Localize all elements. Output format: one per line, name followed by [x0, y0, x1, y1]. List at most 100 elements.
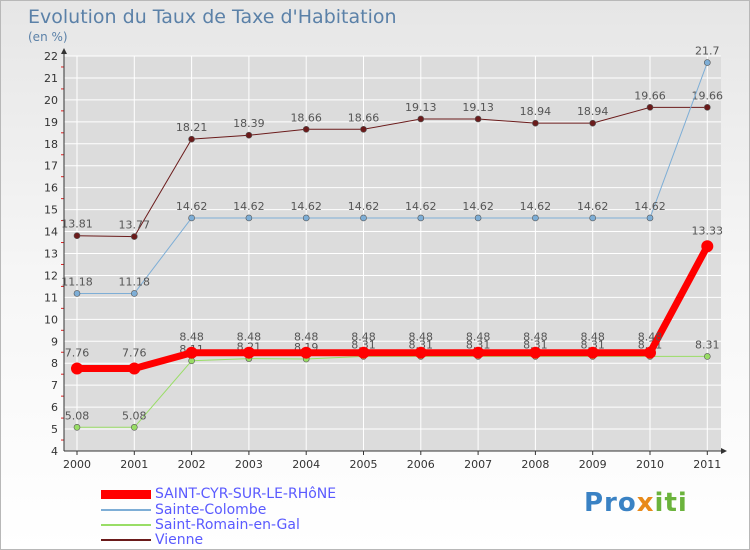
x-tick-label-2009: 2009	[579, 458, 607, 471]
series-line-saint-romain	[77, 355, 708, 428]
y-axis-arrow	[61, 48, 67, 54]
point-vienne-2004	[302, 125, 310, 133]
y-tick-label-9: 9	[51, 335, 58, 348]
x-tick-label-2004: 2004	[292, 458, 320, 471]
y-tick-label-17: 17	[44, 160, 58, 173]
x-tick-label-2006: 2006	[407, 458, 435, 471]
data-label-saint-romain-2009: 8.31	[580, 338, 605, 351]
point-sainte-colombe-2005	[360, 214, 367, 222]
data-label-saint-romain-2007: 8.31	[466, 338, 491, 351]
x-tick-label-2002: 2002	[178, 458, 206, 471]
point-vienne-2007	[474, 115, 482, 123]
point-saint-cyr-2002	[185, 346, 198, 359]
data-label-vienne-2006: 19.13	[405, 101, 437, 114]
y-tick-label-5: 5	[51, 423, 58, 436]
series-line-sainte-colombe	[77, 62, 708, 294]
point-vienne-2006	[417, 115, 425, 123]
point-vienne-2008	[532, 119, 539, 127]
data-label-sainte-colombe-2006: 14.62	[405, 200, 437, 213]
data-label-saint-cyr-2006: 8.48	[409, 331, 434, 344]
point-sainte-colombe-2006	[417, 214, 425, 222]
data-label-saint-romain-2011: 8.31	[695, 338, 720, 351]
point-sainte-colombe-2007	[474, 214, 482, 222]
point-sainte-colombe-2008	[532, 214, 539, 222]
data-label-saint-romain-2000: 5.08	[65, 409, 90, 422]
data-label-saint-cyr-2000: 7.76	[65, 346, 90, 359]
y-tick-label-11: 11	[44, 291, 58, 304]
legend-swatch-saint-cyr	[101, 489, 151, 499]
data-label-vienne-2003: 18.39	[233, 117, 265, 130]
y-tick-label-12: 12	[44, 269, 58, 282]
point-saint-romain-2002	[188, 357, 195, 365]
point-saint-cyr-2007	[472, 346, 485, 359]
y-tick-label-21: 21	[44, 72, 58, 85]
legend-swatch-sainte-colombe	[101, 509, 151, 511]
y-axis-unit: (en %)	[28, 30, 68, 44]
point-saint-romain-2000	[73, 423, 81, 431]
legend-item-sainte-colombe: Sainte-Colombe	[101, 503, 266, 517]
data-label-sainte-colombe-2002: 14.62	[176, 200, 208, 213]
x-tick-label-2008: 2008	[521, 458, 549, 471]
x-tick-label-2005: 2005	[350, 458, 378, 471]
point-vienne-2010	[646, 104, 654, 111]
y-tick-label-14: 14	[44, 226, 58, 239]
series-line-saint-cyr	[77, 244, 711, 372]
y-tick-label-20: 20	[44, 94, 58, 107]
data-label-sainte-colombe-2010: 14.62	[634, 200, 666, 213]
y-tick-label-6: 6	[51, 401, 58, 414]
data-label-saint-cyr-2003: 8.48	[237, 331, 262, 344]
data-label-saint-cyr-2008: 8.48	[523, 331, 548, 344]
data-label-sainte-colombe-2004: 14.62	[290, 200, 322, 213]
legend-label-vienne: Vienne	[155, 532, 204, 548]
point-saint-cyr-2009	[586, 346, 599, 359]
data-label-saint-cyr-2002: 8.48	[179, 331, 204, 344]
data-label-saint-cyr-2010: 8.48	[638, 331, 663, 344]
point-saint-cyr-2001	[128, 362, 141, 375]
data-label-vienne-2010: 19.66	[634, 89, 666, 102]
y-tick-label-18: 18	[44, 138, 58, 151]
data-label-saint-romain-2005: 8.31	[351, 338, 376, 351]
point-vienne-2000	[73, 232, 81, 240]
point-sainte-colombe-2001	[131, 290, 138, 297]
data-label-sainte-colombe-2000: 11.18	[61, 275, 93, 288]
point-saint-cyr-2005	[357, 346, 370, 359]
point-saint-romain-2011	[703, 353, 711, 360]
y-tick-label-8: 8	[51, 357, 58, 370]
point-vienne-2009	[589, 119, 597, 127]
data-label-saint-romain-2008: 8.31	[523, 338, 548, 351]
y-tick-label-15: 15	[44, 204, 58, 217]
data-label-sainte-colombe-2001: 11.18	[119, 275, 151, 288]
x-tick-label-2000: 2000	[63, 458, 91, 471]
point-saint-cyr-2010	[644, 346, 656, 359]
y-tick-label-22: 22	[44, 50, 58, 63]
y-tick-label-13: 13	[44, 248, 58, 261]
data-label-vienne-2007: 19.13	[462, 101, 494, 114]
point-saint-romain-2001	[131, 423, 138, 431]
legend-label-sainte-colombe: Sainte-Colombe	[155, 502, 267, 518]
data-label-vienne-2009: 18.94	[577, 105, 609, 118]
data-label-saint-cyr-2007: 8.48	[466, 331, 491, 344]
point-vienne-2001	[131, 233, 138, 240]
chart-title: Evolution du Taux de Taxe d'Habitation	[28, 6, 397, 28]
point-sainte-colombe-2009	[589, 214, 597, 222]
y-tick-label-19: 19	[44, 116, 58, 129]
x-tick-label-2003: 2003	[235, 458, 263, 471]
data-label-saint-cyr-2004: 8.48	[294, 331, 319, 344]
data-label-vienne-2000: 13.81	[61, 218, 93, 231]
legend-item-vienne: Vienne	[101, 533, 203, 547]
data-label-saint-cyr-2011: 13.33	[692, 224, 724, 237]
data-label-vienne-2011: 19.66	[692, 89, 724, 102]
proxiti-logo: Proxiti	[584, 488, 688, 518]
data-label-vienne-2002: 18.21	[176, 121, 208, 134]
legend-item-saint-romain: Saint-Romain-en-Gal	[101, 518, 300, 532]
point-sainte-colombe-2003	[245, 214, 253, 222]
point-sainte-colombe-2000	[73, 290, 81, 297]
y-tick-label-16: 16	[44, 182, 58, 195]
data-label-sainte-colombe-2007: 14.62	[462, 200, 494, 213]
y-tick-label-4: 4	[51, 445, 58, 458]
data-label-saint-romain-2006: 8.31	[409, 338, 434, 351]
legend-item-saint-cyr: SAINT-CYR-SUR-LE-RHôNE	[101, 487, 336, 501]
y-tick-label-10: 10	[44, 313, 58, 326]
